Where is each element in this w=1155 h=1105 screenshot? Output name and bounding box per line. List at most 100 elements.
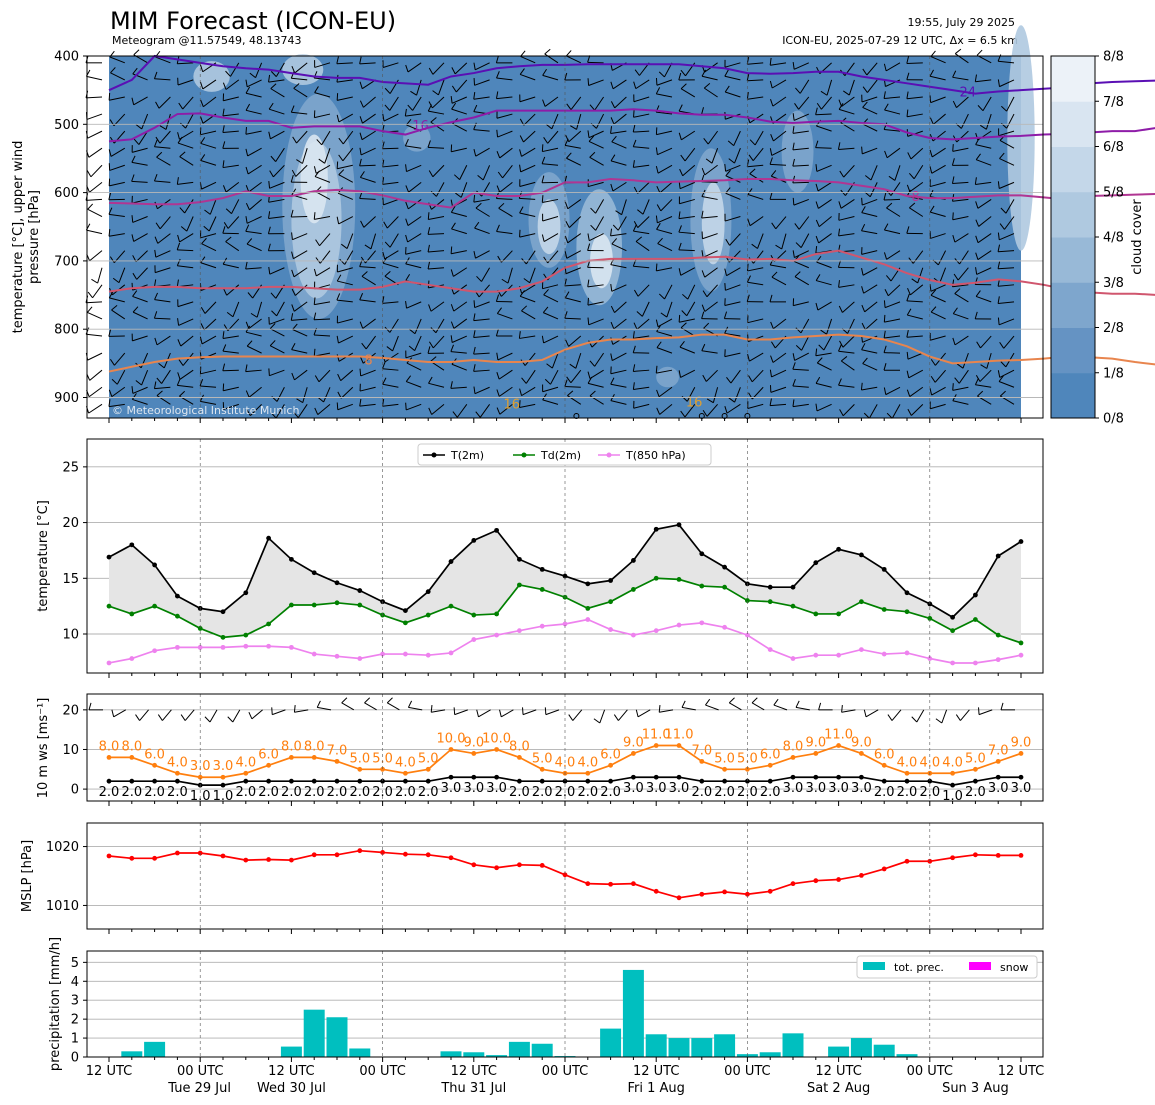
upper-wind-barb (702, 233, 718, 240)
upper-wind-barb-flag (496, 224, 500, 232)
upper-wind-barb-flag (701, 189, 706, 197)
gust-line-point (836, 743, 841, 748)
upper-wind-barb (962, 352, 969, 369)
upper-wind-barb (544, 96, 559, 107)
upper-wind-barb (389, 318, 399, 333)
t850-line-point (767, 647, 773, 652)
upper-wind-barb (519, 96, 536, 103)
upper-wind-barb (293, 301, 308, 312)
precip-bar (622, 969, 644, 1057)
upper-wind-barb-flag (153, 71, 158, 79)
mean-wind-line-point (790, 774, 796, 780)
gust-line-point (767, 762, 773, 768)
upper-wind-barb (268, 216, 285, 219)
upper-wind-barb-flag (245, 86, 251, 94)
upper-wind-barb (451, 228, 467, 235)
t2m-line-point (881, 566, 887, 572)
precip-ytick-label: 1 (71, 1032, 79, 1047)
upper-wind-barb (246, 79, 262, 88)
mean-wind-line-point (722, 778, 727, 784)
upper-wind-barb-flag (997, 317, 1000, 325)
upper-wind-barb-flag (200, 256, 206, 264)
upper-wind-barb-flag (384, 87, 391, 94)
mean-wind-line-point (539, 778, 545, 784)
upper-wind-barb (818, 216, 832, 228)
upper-wind-barb-flag (91, 278, 98, 284)
upper-wind-barb-flag (952, 212, 954, 220)
upper-wind-barb-flag (769, 294, 773, 303)
upper-ytick-label: 400 (54, 50, 79, 65)
upper-wind-barb (114, 352, 126, 366)
upper-wind-barb-flag (200, 137, 206, 144)
upper-wind-barb-flag (701, 167, 706, 176)
upper-wind-barb-flag (86, 170, 92, 178)
upper-wind-barb (725, 192, 741, 200)
upper-wind-barb (362, 113, 376, 124)
upper-wind-barb (842, 403, 855, 417)
upper-wind-barb (432, 164, 445, 178)
upper-wind-barb (110, 72, 126, 81)
upper-wind-barb (712, 387, 719, 403)
upper-wind-barb-flag (815, 201, 819, 209)
upper-wind-barb-flag (907, 152, 912, 160)
upper-wind-barb (614, 96, 627, 109)
upper-wind-barb-flag (427, 140, 431, 148)
gust-line-data-label: 6.0 (874, 747, 895, 762)
wind-ytick-label: 0 (71, 783, 79, 798)
upper-wind-barb-flag (270, 71, 277, 77)
colorbar-tick-label: 5/8 (1103, 185, 1124, 200)
upper-wind-barb (427, 233, 445, 235)
upper-wind-barb (180, 335, 194, 347)
upper-wind-barb-flag (999, 390, 1006, 397)
upper-wind-barb-flag (952, 70, 957, 78)
upper-wind-barb (633, 265, 650, 269)
mslp-point (585, 881, 591, 887)
cloud-cover-area (300, 134, 328, 224)
upper-wind-barb (248, 318, 262, 329)
upper-wind-barb (497, 352, 513, 361)
upper-wind-barb (543, 233, 559, 242)
wind-barb-barb-flag (935, 718, 943, 724)
upper-wind-barb-flag (769, 192, 773, 200)
mean-wind-line-point (562, 778, 568, 784)
upper-wind-barb-flag (656, 186, 661, 194)
x-tick-label: 00 UTC (724, 1064, 770, 1079)
upper-wind-barb (884, 229, 901, 235)
upper-wind-barb-flag (132, 67, 138, 75)
upper-wind-barb (589, 369, 604, 380)
upper-wind-barb-flag (245, 127, 247, 135)
upper-wind-barb-flag (792, 113, 795, 121)
upper-wind-barb-flag (701, 304, 706, 312)
upper-wind-barb (864, 301, 878, 313)
upper-wind-barb (816, 403, 832, 412)
upper-wind-barb (998, 318, 1015, 326)
upper-wind-barb-flag (519, 206, 524, 214)
upper-wind-barb (587, 61, 604, 64)
upper-wind-barb (724, 332, 741, 337)
isotherm-label: 16 (412, 119, 429, 134)
wind-barb-barb (251, 709, 263, 720)
upper-wind-barb-flag (930, 289, 937, 296)
upper-wind-barb (132, 216, 148, 223)
precip-ytick-label: 3 (71, 994, 79, 1009)
upper-wind-barb-flag (724, 268, 728, 276)
upper-wind-barb (838, 233, 855, 237)
wind-barb-barb-flag (658, 704, 661, 713)
mean-wind-line-data-label: 3.0 (623, 781, 644, 796)
upper-wind-barb-flag (564, 235, 569, 243)
upper-wind-barb-flag (473, 148, 477, 157)
upper-wind-barb-flag (815, 164, 818, 172)
gust-line-point (220, 774, 226, 780)
upper-wind-barb (939, 267, 947, 283)
upper-wind-barb (269, 318, 285, 325)
upper-wind-barb (544, 53, 559, 64)
upper-wind-barb-flag (839, 340, 844, 348)
upper-wind-barb (382, 368, 399, 371)
upper-wind-barb-flag (496, 372, 500, 380)
upper-wind-barb (109, 56, 125, 64)
upper-wind-barb-flag (723, 311, 728, 319)
upper-wind-barb (930, 96, 946, 104)
upper-wind-barb-flag (725, 169, 731, 177)
upper-wind-barb (862, 198, 878, 206)
upper-wind-barb-flag (771, 271, 778, 278)
